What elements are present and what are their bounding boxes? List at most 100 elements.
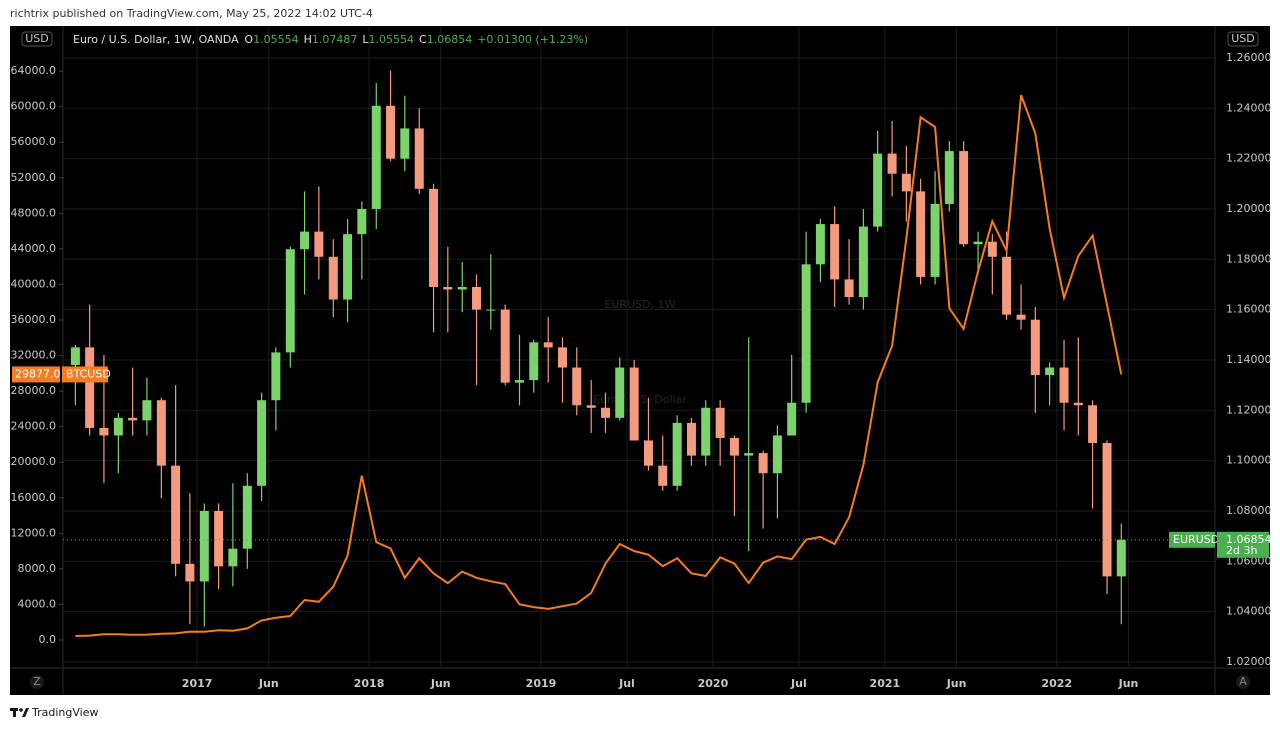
candle-body [228,548,238,567]
candle-body [328,256,338,300]
candle-body [629,367,639,441]
line-series [75,94,1123,637]
y-tick-label: 32000.0 [11,349,57,362]
last-price-value: 1.06854 [1226,533,1272,546]
y-tick-label: 40000.0 [11,277,57,290]
x-tick-label: Jun [258,677,279,690]
y2-tick-label: 1.10000 [1226,454,1272,467]
candle-body [300,231,310,250]
candle-body [572,367,582,406]
y-tick-label: 12000.0 [11,526,57,539]
candle-body [959,151,969,245]
ohlc-key: L [362,33,369,46]
candle-body [844,279,854,298]
candle-body [815,224,825,265]
logo-shape [22,708,29,717]
left-unit-box [21,31,53,47]
zoom-button-label[interactable]: Z [33,675,41,688]
x-tick-label: Jun [1118,677,1139,690]
y-tick-label: 28000.0 [11,384,57,397]
x-tick-label: 2017 [182,677,213,690]
right-unit-box [1227,31,1259,47]
y-tick-label: 64000.0 [11,64,57,77]
x-tick-label: 2018 [354,677,385,690]
publisher-line: richtrix published on TradingView.com, M… [10,7,373,20]
candle-body [357,208,367,235]
candle-body [185,563,195,582]
candle-body [242,485,252,549]
candle-body [156,400,166,466]
last-price-box [1217,531,1269,558]
candle-body [930,203,940,277]
candle-body [429,188,439,287]
candle-body [257,400,267,486]
y-tick-label: 0.0 [39,633,57,646]
series-name: BTCUSD [66,367,111,380]
legend-header: Euro / U.S. Dollar, 1W, OANDA O1.05554 H1.… [73,33,588,46]
logo-shape [13,708,16,717]
candle-body [557,347,567,368]
candle-body [199,510,209,582]
y-tick-label: 20000.0 [11,455,57,468]
candle-body [400,128,410,159]
footer-brand: TradingView [31,706,98,719]
candle-body [615,367,625,418]
x-tick-label: Jun [430,677,451,690]
candle-body [672,422,682,486]
candle-body [1030,319,1040,376]
candle-body [128,417,138,421]
y2-tick-label: 1.24000 [1226,101,1272,114]
auto-button-label[interactable]: A [1239,675,1247,688]
ohlc-value: 1.05554 [253,33,299,46]
candle-body [701,407,711,456]
plot [63,70,1215,637]
y-tick-label: 44000.0 [11,242,57,255]
ohlc-value: 1.05554 [369,33,415,46]
y2-tick-label: 1.14000 [1226,353,1272,366]
y2-tick-label: 1.08000 [1226,504,1272,517]
candle-body [529,342,539,381]
watermark-text: EURUSD, 1W [604,298,675,311]
countdown: 2d 3h [1226,544,1257,557]
candle-body [830,224,840,280]
candle-body [414,128,424,189]
series-name-box [62,366,108,383]
candle-body [744,453,754,456]
zoom-button[interactable] [30,675,44,689]
change: +0.01300 (+1.23%) [477,33,588,46]
auto-button[interactable] [1236,675,1250,689]
candle-body [457,286,467,290]
candle-body [901,173,911,192]
candle-body [99,427,109,436]
candle-body [715,407,725,438]
candle-body [944,151,954,204]
y2-tick-label: 1.26000 [1226,51,1272,64]
candle-body [1073,402,1083,406]
x-tick-label: 2020 [698,677,729,690]
last-price-name-box [1169,531,1215,548]
y-tick-label: 48000.0 [11,206,57,219]
chart-panel [10,26,1270,695]
candle-body [1045,367,1055,376]
candle-body [1002,256,1012,315]
grid [63,26,1215,668]
candle-body [1116,539,1126,577]
axes: 2017 Jun 2018 Jun 2019 Jul 2020 Jul 2021 Jun 2022 J… [11,33,1272,690]
candle-body [271,352,281,401]
y-tick-label: 36000.0 [11,313,57,326]
x-tick-label: Jul [618,677,635,690]
candle-body [600,407,610,418]
candle-body [973,241,983,245]
y-tick-label: 4000.0 [18,597,57,610]
candle-body [386,105,396,159]
candle-body [371,105,381,209]
candle-body [486,309,496,311]
candle-body [70,347,80,365]
candle-body [772,435,782,474]
x-tick-label: Jun [946,677,967,690]
candle-body [586,405,596,408]
left-unit: USD [25,32,49,45]
candle-body [500,309,510,383]
ohlc-value: 1.06854 [427,33,473,46]
candle-body [543,342,553,348]
